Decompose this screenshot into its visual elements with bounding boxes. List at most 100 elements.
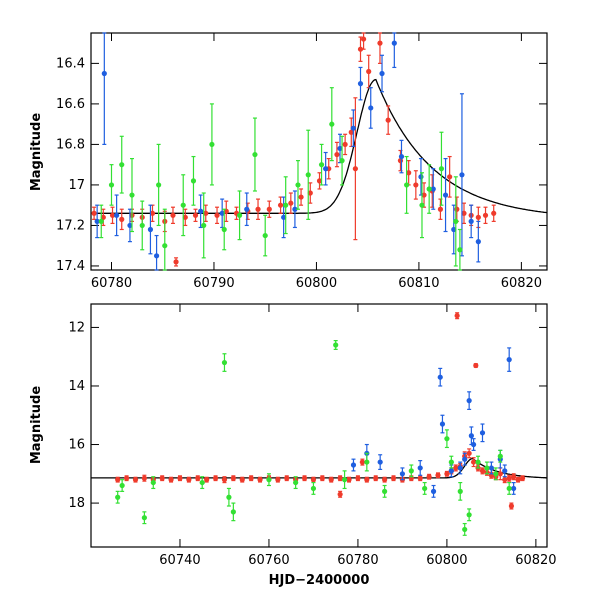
data-point xyxy=(475,214,481,220)
data-point xyxy=(141,515,147,521)
data-point xyxy=(497,453,503,459)
data-point xyxy=(454,313,460,319)
data-point xyxy=(382,477,388,483)
data-point xyxy=(316,178,323,184)
data-point xyxy=(364,477,370,483)
data-point xyxy=(506,357,512,363)
data-point xyxy=(382,488,388,494)
data-point xyxy=(334,151,340,158)
data-point xyxy=(147,226,154,233)
bottom-data-points xyxy=(115,312,526,536)
data-point xyxy=(108,182,115,188)
data-point xyxy=(109,212,116,218)
data-point xyxy=(119,482,125,489)
data-point xyxy=(328,477,334,483)
data-point xyxy=(422,485,428,492)
data-point xyxy=(119,162,125,168)
data-point xyxy=(177,475,183,481)
data-point xyxy=(508,503,515,509)
top-y-tick-label: 17.4 xyxy=(56,259,85,274)
data-point xyxy=(293,479,299,486)
data-point xyxy=(342,141,348,148)
data-point xyxy=(453,218,459,224)
data-point xyxy=(346,477,352,483)
data-point xyxy=(352,166,358,172)
data-point xyxy=(310,477,317,483)
top-y-tick-label: 16.6 xyxy=(56,97,85,112)
top-model-line xyxy=(91,78,548,214)
data-point xyxy=(493,471,499,477)
data-point xyxy=(488,465,494,471)
data-point xyxy=(100,214,106,220)
data-point xyxy=(310,485,317,492)
data-point xyxy=(404,182,410,188)
data-point xyxy=(418,174,424,180)
top-y-tick-label: 17 xyxy=(68,178,85,193)
top-x-tick-label: 60820 xyxy=(501,276,542,291)
bottom-y-tick-label: 14 xyxy=(68,379,85,394)
data-point xyxy=(350,125,356,131)
top-x-tick-label: 60780 xyxy=(91,276,132,291)
data-point xyxy=(114,212,120,218)
data-point xyxy=(319,475,325,481)
data-point xyxy=(515,477,521,483)
data-point xyxy=(162,243,168,249)
data-point xyxy=(221,359,228,366)
data-point xyxy=(298,194,304,200)
bottom-y-tick-label: 18 xyxy=(68,496,85,511)
data-point xyxy=(444,471,450,477)
data-point xyxy=(426,474,432,480)
data-point xyxy=(437,374,443,380)
data-point xyxy=(94,218,100,224)
data-point xyxy=(466,450,472,456)
data-point xyxy=(156,182,162,188)
data-point xyxy=(266,477,272,483)
data-point xyxy=(150,479,156,486)
data-point xyxy=(484,465,490,471)
data-point xyxy=(502,468,508,474)
bottom-x-axis-label: HJD−2400000 xyxy=(269,573,370,588)
data-point xyxy=(359,459,365,465)
data-point xyxy=(398,153,405,160)
data-point xyxy=(479,430,486,436)
data-point xyxy=(203,210,209,216)
data-point xyxy=(473,362,479,369)
data-point xyxy=(373,475,379,481)
data-point xyxy=(255,206,261,212)
data-point xyxy=(479,468,486,474)
data-point xyxy=(506,475,512,481)
bottom-x-tick-label: 60800 xyxy=(426,553,467,568)
data-point xyxy=(457,247,463,253)
data-point xyxy=(292,206,298,212)
data-point xyxy=(159,475,165,481)
data-point xyxy=(318,162,325,168)
data-point xyxy=(368,105,374,111)
data-point xyxy=(399,471,406,477)
data-point xyxy=(413,182,419,188)
data-point xyxy=(221,226,227,233)
bottom-x-tick-label: 60780 xyxy=(337,553,378,568)
data-point xyxy=(223,208,229,214)
data-point xyxy=(244,206,250,212)
data-point xyxy=(379,70,385,77)
data-point xyxy=(350,462,357,468)
bottom-x-tick-label: 60740 xyxy=(159,553,200,568)
data-point xyxy=(426,186,432,192)
data-point xyxy=(355,475,361,481)
data-point xyxy=(357,46,364,52)
data-point xyxy=(192,212,199,218)
data-point xyxy=(442,192,449,198)
data-point xyxy=(462,526,468,533)
data-point xyxy=(123,475,130,481)
data-point xyxy=(502,477,508,483)
data-point xyxy=(190,178,197,184)
data-point xyxy=(295,182,301,188)
data-point xyxy=(390,475,397,481)
top-x-tick-label: 60800 xyxy=(296,276,337,291)
data-point xyxy=(459,172,465,178)
top-series xyxy=(94,32,481,271)
data-point xyxy=(475,459,481,465)
data-point xyxy=(466,512,472,518)
bottom-series xyxy=(115,339,512,536)
